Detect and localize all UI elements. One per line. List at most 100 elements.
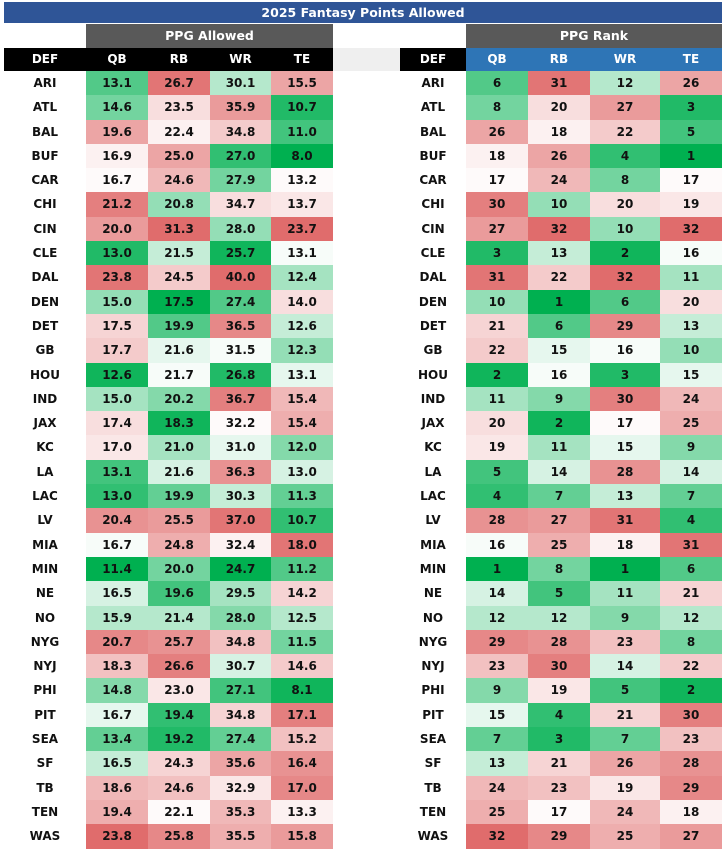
value-cell-wr[interactable]: 26.8 (210, 362, 271, 387)
value-cell-wr[interactable]: 13 (590, 484, 660, 509)
value-cell-wr[interactable]: 36.5 (210, 313, 271, 339)
team-cell[interactable]: KC (36, 440, 54, 455)
value-cell-wr[interactable]: 25 (590, 824, 660, 849)
value-cell-te[interactable]: 13.3 (271, 799, 333, 825)
value-cell-wr[interactable]: 28 (590, 459, 660, 485)
value-cell-rb[interactable]: 14 (528, 459, 590, 485)
team-cell[interactable]: IND (420, 391, 446, 406)
value-cell-rb[interactable]: 20.0 (148, 556, 210, 582)
value-cell-te[interactable]: 12.5 (271, 605, 333, 630)
value-cell-rb[interactable]: 19.9 (148, 484, 210, 509)
value-cell-te[interactable]: 8.1 (271, 678, 333, 703)
team-cell[interactable]: DEN (418, 294, 448, 309)
value-cell-te[interactable]: 30 (660, 702, 722, 728)
value-cell-te[interactable]: 13.0 (271, 459, 333, 485)
value-cell-rb[interactable]: 30 (528, 654, 590, 679)
value-cell-qb[interactable]: 19.6 (86, 119, 148, 144)
value-cell-qb[interactable]: 14.6 (86, 95, 148, 120)
value-cell-rb[interactable]: 23.0 (148, 678, 210, 703)
value-cell-wr[interactable]: 7 (590, 727, 660, 752)
team-cell[interactable]: LV (37, 513, 53, 528)
value-cell-rb[interactable]: 29 (528, 824, 590, 849)
value-cell-rb[interactable]: 18 (528, 119, 590, 144)
value-cell-rb[interactable]: 21.5 (148, 241, 210, 266)
value-cell-te[interactable]: 9 (660, 435, 722, 460)
value-cell-te[interactable]: 16 (660, 241, 722, 266)
value-cell-qb[interactable]: 23 (466, 654, 528, 679)
value-cell-qb[interactable]: 30 (466, 192, 528, 217)
value-cell-qb[interactable]: 13.1 (86, 459, 148, 485)
value-cell-qb[interactable]: 20.4 (86, 508, 148, 533)
value-cell-wr[interactable]: 32.2 (210, 411, 271, 436)
value-cell-rb[interactable]: 11 (528, 435, 590, 460)
value-cell-wr[interactable]: 35.6 (210, 751, 271, 776)
value-cell-wr[interactable]: 34.7 (210, 192, 271, 217)
value-cell-te[interactable]: 10.7 (271, 95, 333, 120)
value-cell-rb[interactable]: 23 (528, 775, 590, 800)
value-cell-te[interactable]: 25 (660, 411, 722, 436)
value-cell-te[interactable]: 19 (660, 192, 722, 217)
team-cell[interactable]: CAR (419, 173, 447, 188)
value-cell-te[interactable]: 10 (660, 338, 722, 363)
value-cell-qb[interactable]: 13.0 (86, 484, 148, 509)
value-cell-te[interactable]: 21 (660, 581, 722, 606)
value-cell-te[interactable]: 11.0 (271, 119, 333, 144)
value-cell-te[interactable]: 15.5 (271, 71, 333, 96)
value-cell-te[interactable]: 11.3 (271, 484, 333, 509)
column-header-te[interactable]: TE (271, 48, 333, 71)
value-cell-qb[interactable]: 17.5 (86, 313, 148, 339)
value-cell-qb[interactable]: 1 (466, 556, 528, 582)
team-cell[interactable]: KC (424, 440, 442, 455)
value-cell-qb[interactable]: 9 (466, 678, 528, 703)
value-cell-qb[interactable]: 16.5 (86, 751, 148, 776)
team-cell[interactable]: TEN (419, 804, 447, 819)
value-cell-qb[interactable]: 13 (466, 751, 528, 776)
value-cell-wr[interactable]: 20 (590, 192, 660, 217)
value-cell-rb[interactable]: 24.8 (148, 532, 210, 557)
team-cell[interactable]: LV (425, 513, 441, 528)
value-cell-wr[interactable]: 27 (590, 95, 660, 120)
value-cell-rb[interactable]: 21.0 (148, 435, 210, 460)
value-cell-qb[interactable]: 25 (466, 799, 528, 825)
value-cell-qb[interactable]: 12.6 (86, 362, 148, 387)
value-cell-rb[interactable]: 2 (528, 411, 590, 436)
value-cell-qb[interactable]: 20.0 (86, 216, 148, 242)
value-cell-wr[interactable]: 31.5 (210, 338, 271, 363)
team-cell[interactable]: CLE (32, 246, 58, 261)
value-cell-qb[interactable]: 19 (466, 435, 528, 460)
team-cell[interactable]: BUF (419, 148, 447, 163)
value-cell-qb[interactable]: 8 (466, 95, 528, 120)
value-cell-qb[interactable]: 13.1 (86, 71, 148, 96)
value-cell-qb[interactable]: 21.2 (86, 192, 148, 217)
value-cell-qb[interactable]: 2 (466, 362, 528, 387)
value-cell-qb[interactable]: 22 (466, 338, 528, 363)
team-cell[interactable]: IND (32, 391, 58, 406)
value-cell-wr[interactable]: 30 (590, 386, 660, 412)
value-cell-qb[interactable]: 29 (466, 629, 528, 655)
value-cell-qb[interactable]: 14 (466, 581, 528, 606)
value-cell-rb[interactable]: 16 (528, 362, 590, 387)
column-header-def[interactable]: DEF (4, 48, 86, 71)
value-cell-te[interactable]: 15.4 (271, 386, 333, 412)
value-cell-rb[interactable]: 18.3 (148, 411, 210, 436)
value-cell-wr[interactable]: 34.8 (210, 629, 271, 655)
value-cell-wr[interactable]: 16 (590, 338, 660, 363)
value-cell-rb[interactable]: 24.6 (148, 775, 210, 800)
value-cell-wr[interactable]: 27.9 (210, 168, 271, 193)
value-cell-wr[interactable]: 31.0 (210, 435, 271, 460)
column-header-wr[interactable]: WR (210, 48, 271, 71)
value-cell-wr[interactable]: 3 (590, 362, 660, 387)
value-cell-rb[interactable]: 20.2 (148, 386, 210, 412)
value-cell-rb[interactable]: 21.6 (148, 338, 210, 363)
value-cell-te[interactable]: 17 (660, 168, 722, 193)
value-cell-qb[interactable]: 24 (466, 775, 528, 800)
team-cell[interactable]: GB (35, 343, 55, 358)
value-cell-te[interactable]: 22 (660, 654, 722, 679)
team-cell[interactable]: CIN (421, 221, 445, 236)
value-cell-wr[interactable]: 30.1 (210, 71, 271, 96)
value-cell-te[interactable]: 15.4 (271, 411, 333, 436)
value-cell-rb[interactable]: 20.8 (148, 192, 210, 217)
team-cell[interactable]: DEN (30, 294, 60, 309)
value-cell-qb[interactable]: 16.9 (86, 143, 148, 169)
team-cell[interactable]: SEA (31, 732, 59, 747)
